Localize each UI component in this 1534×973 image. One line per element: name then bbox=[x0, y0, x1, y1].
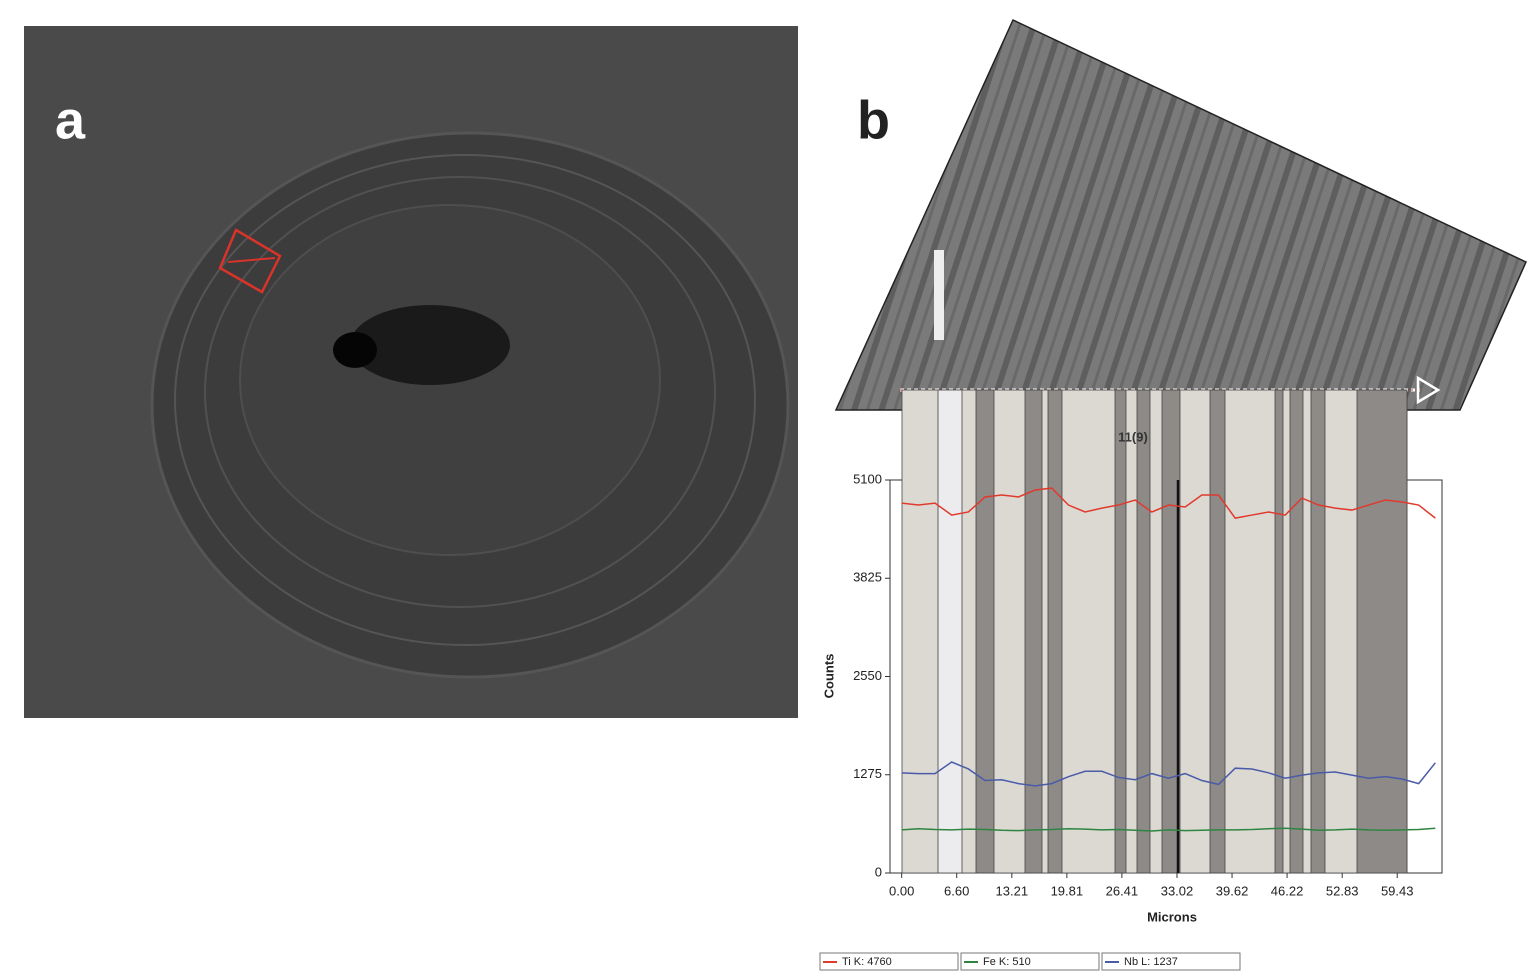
data-line bbox=[901, 761, 1436, 787]
x-tick-label: 19.81 bbox=[1051, 883, 1084, 898]
x-tick-label: 6.60 bbox=[944, 883, 969, 898]
legend-box bbox=[1101, 952, 1241, 971]
y-tick-label: 1275 bbox=[853, 766, 882, 781]
y-tick-label: 0 bbox=[875, 864, 882, 879]
x-tick-label: 39.62 bbox=[1216, 883, 1249, 898]
panel-label: b bbox=[857, 90, 890, 150]
micrograph-b: b bbox=[834, 18, 1527, 411]
y-axis-label: Counts bbox=[821, 654, 836, 699]
legend-label: Fe K: 510 bbox=[983, 956, 1031, 968]
legend-box bbox=[819, 952, 959, 971]
y-tick-label: 2550 bbox=[853, 668, 882, 683]
x-tick-label: 26.41 bbox=[1106, 883, 1139, 898]
micrograph-a: a bbox=[24, 26, 798, 718]
y-tick-label: 3825 bbox=[853, 570, 882, 585]
x-tick-label: 46.22 bbox=[1271, 883, 1304, 898]
x-tick-label: 33.02 bbox=[1161, 883, 1194, 898]
legend-label: Nb L: 1237 bbox=[1124, 956, 1178, 968]
legend-box bbox=[960, 952, 1100, 971]
y-tick-label: 5100 bbox=[853, 471, 882, 486]
legend-label: Ti K: 4760 bbox=[842, 956, 892, 968]
x-tick-label: 59.43 bbox=[1381, 883, 1414, 898]
panel-label: a bbox=[55, 90, 86, 150]
data-line bbox=[901, 487, 1436, 519]
x-tick-label: 13.21 bbox=[996, 883, 1029, 898]
x-tick-label: 52.83 bbox=[1326, 883, 1359, 898]
annotation: 11(9) bbox=[1118, 429, 1148, 444]
x-tick-label: 0.00 bbox=[889, 883, 914, 898]
data-line bbox=[901, 827, 1436, 832]
region-bands bbox=[901, 389, 1408, 874]
x-axis-label: Microns bbox=[1147, 909, 1197, 924]
